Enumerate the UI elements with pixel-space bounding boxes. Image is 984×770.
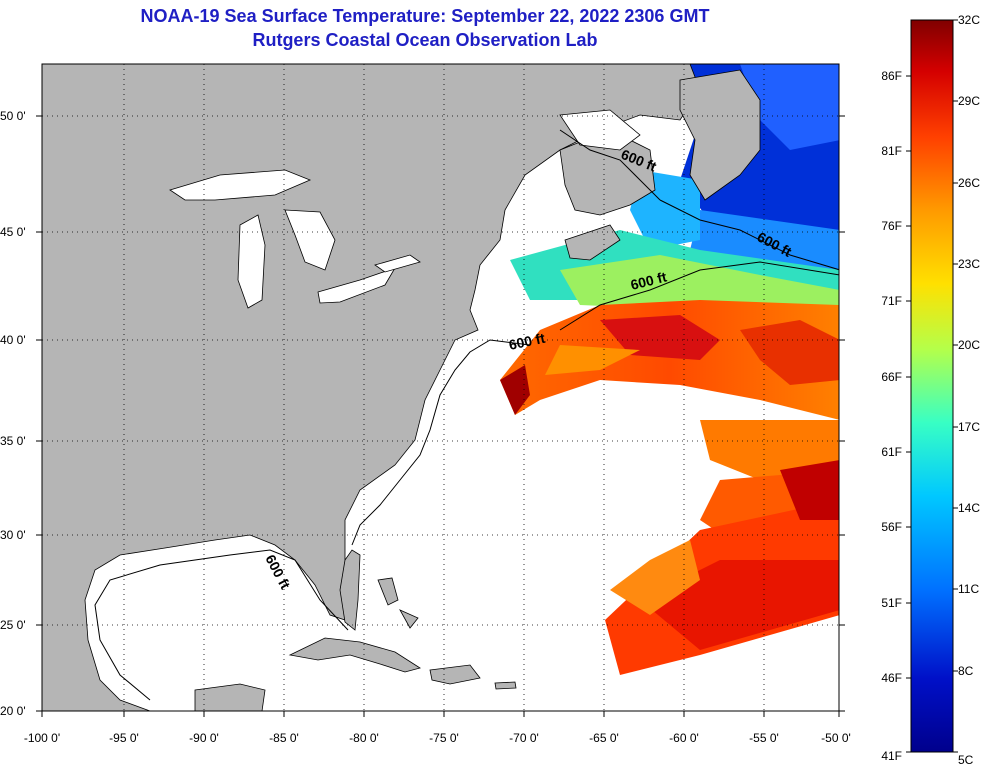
lon-label-50: -50 0' <box>821 731 851 745</box>
lat-label-35: 35 0' <box>0 434 26 448</box>
lat-label-30: 30 0' <box>0 528 26 542</box>
colorbar <box>910 19 954 753</box>
lon-label-70: -70 0' <box>509 731 539 745</box>
great-lakes <box>169 109 641 309</box>
lon-label-65: -65 0' <box>589 731 619 745</box>
plot-frame <box>41 63 840 712</box>
colorbar-label-14c: 14C <box>958 501 980 515</box>
colorbar-label-46f: 46F <box>881 671 902 685</box>
colorbar-label-76f: 76F <box>881 219 902 233</box>
latitude-ticks <box>36 115 845 712</box>
lon-label-80: -80 0' <box>349 731 379 745</box>
map-title: NOAA-19 Sea Surface Temperature: Septemb… <box>140 6 710 26</box>
lon-label-90: -90 0' <box>189 731 219 745</box>
colorbar-label-20c: 20C <box>958 338 980 352</box>
lon-label-100: -100 0' <box>24 731 60 745</box>
colorbar-label-23c: 23C <box>958 257 980 271</box>
colorbar-label-11c: 11C <box>958 582 979 596</box>
isobath-600ft <box>94 129 839 701</box>
lat-label-40: 40 0' <box>0 333 26 347</box>
lon-label-55: -55 0' <box>749 731 779 745</box>
lat-label-20: 20 0' <box>0 704 26 718</box>
colorbar-label-86f: 86F <box>881 69 902 83</box>
colorbar-label-26c: 26C <box>958 176 980 190</box>
colorbar-label-17c: 17C <box>958 420 980 434</box>
colorbar-label-29c: 29C <box>958 94 980 108</box>
longitude-ticks <box>41 711 840 717</box>
lat-label-25: 25 0' <box>0 618 26 632</box>
map-subtitle: Rutgers Coastal Ocean Observation Lab <box>252 30 598 50</box>
lon-label-95: -95 0' <box>109 731 139 745</box>
colorbar-label-51f: 51F <box>881 596 902 610</box>
colorbar-label-71f: 71F <box>881 294 902 308</box>
colorbar-label-66f: 66F <box>881 370 902 384</box>
colorbar-label-5c: 5C <box>958 753 974 767</box>
colorbar-label-8c: 8C <box>958 664 974 678</box>
colorbar-label-56f: 56F <box>881 520 902 534</box>
isobath-label-mid-atlantic: 600 ft <box>507 330 546 353</box>
colorbar-ticks <box>906 19 958 753</box>
colorbar-label-41f: 41F <box>881 749 902 763</box>
colorbar-label-61f: 61F <box>881 445 902 459</box>
colorbar-label-81f: 81F <box>881 144 902 158</box>
lon-label-75: -75 0' <box>429 731 459 745</box>
lon-label-85: -85 0' <box>269 731 299 745</box>
colorbar-label-32c: 32C <box>958 13 980 27</box>
lon-label-60: -60 0' <box>669 731 699 745</box>
lat-label-45: 45 0' <box>0 225 26 239</box>
lat-label-50: 50 0' <box>0 109 26 123</box>
land-layer <box>42 64 761 711</box>
